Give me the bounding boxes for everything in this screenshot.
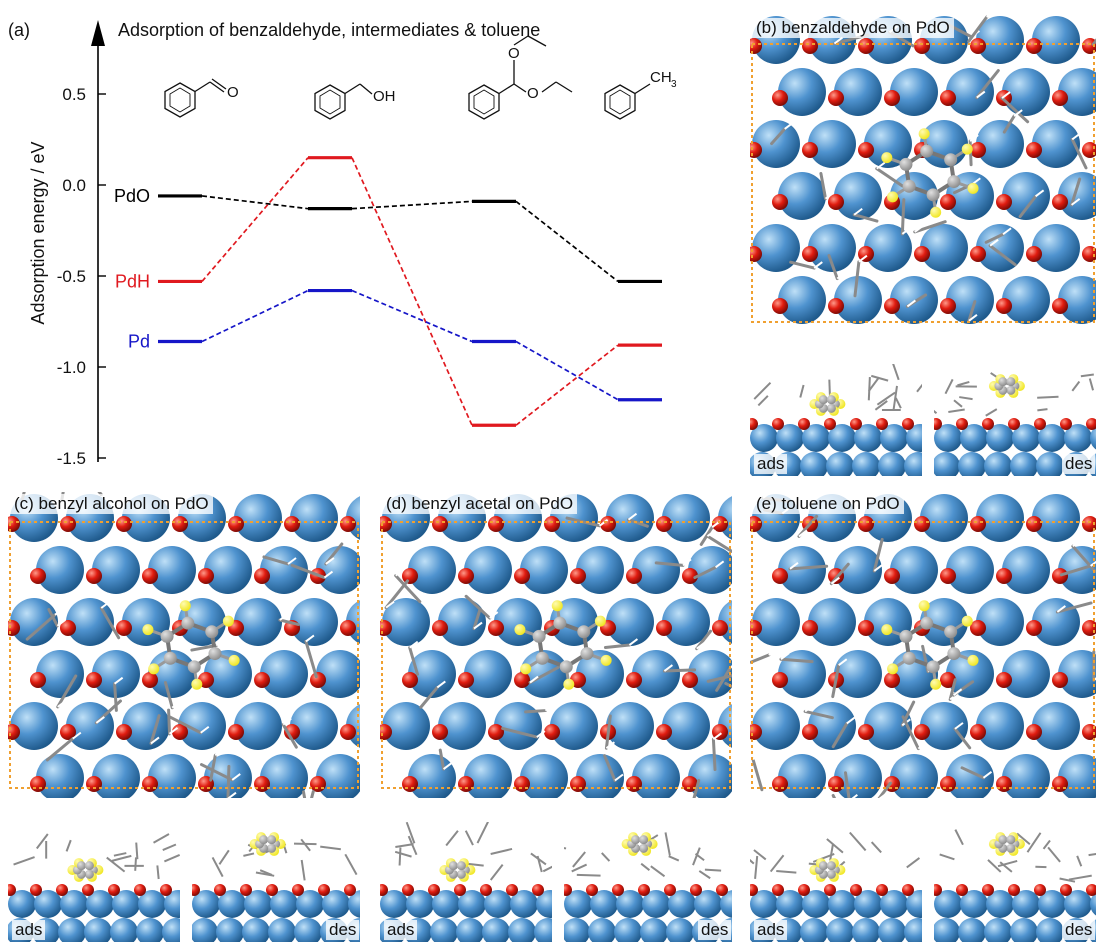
adsorption-energy-chart: (a) Adsorption of benzaldehyde, intermed… [8,20,677,468]
panel-e-top-view [746,491,1099,825]
connector-pdh [201,157,309,283]
panel-d-des-label: des [698,920,732,940]
panel-e-ads-label: ads [754,920,788,940]
panel-d: (d) benzyl acetal on PdO ads des [376,492,766,944]
y-tick-label: -1.5 [57,449,86,468]
connector-pdh [515,344,619,426]
panel-e: (e) toluene on PdO ads des [746,491,1099,944]
connector-pdo [201,195,309,210]
connector-pd [515,340,619,401]
y-axis-label: Adsorption energy / eV [28,141,48,324]
panel-a-label: (a) [8,20,30,40]
benzyl-acetal-o-side-label: O [527,85,539,102]
series-label-pdo: PdO [114,186,150,206]
benzyl-acetal-structure-icon: O O [468,35,573,120]
panel-d-side-view-des [564,832,732,942]
panel-b-label: (b) benzaldehyde on PdO [752,18,954,38]
toluene-ch-label: CH [650,69,672,86]
y-tick-label: 0.0 [62,176,86,195]
series-label-pdh: PdH [115,271,150,291]
series-pd: Pd [128,288,662,402]
y-axis: 0.5 0.0 -0.5 -1.0 -1.5 [57,20,106,468]
panel-a: (a) Adsorption of benzaldehyde, intermed… [0,0,740,475]
y-axis-arrow-icon [91,20,105,46]
benzaldehyde-o-label: O [227,84,239,101]
panel-b: (b) benzaldehyde on PdO ads des [746,10,1099,476]
connector-pd [351,289,473,343]
benzyl-acetal-o-top-label: O [508,45,520,62]
series-pdo: PdO [114,186,662,284]
benzyl-alcohol-structure-icon: OH [314,83,396,120]
chart-title: Adsorption of benzaldehyde, intermediate… [118,20,540,40]
panel-e-side-view-des [934,829,1096,942]
series-layer: PdO PdH Pd [114,156,662,427]
panel-b-ads-label: ads [754,454,788,474]
series-label-pd: Pd [128,332,150,352]
connector-pd [201,289,309,343]
benzyl-alcohol-oh-label: OH [373,88,396,105]
panel-c-ads-label: ads [12,920,46,940]
panel-d-top-view [376,492,766,812]
panel-c-side-view-des [192,832,360,942]
y-tick-label: 0.5 [62,85,86,104]
y-tick-label: -1.0 [57,358,86,377]
series-pdh: PdH [115,156,662,427]
panel-d-label: (d) benzyl acetal on PdO [382,494,578,514]
connector-pdo [515,200,619,283]
benzaldehyde-structure-icon: O [164,78,239,118]
panel-e-des-label: des [1062,920,1096,940]
panel-e-label: (e) toluene on PdO [752,494,904,514]
panel-b-top-view [746,10,1099,332]
y-tick-label: -0.5 [57,267,86,286]
toluene-subscript-label: 3 [671,79,677,90]
toluene-structure-icon: CH 3 [604,69,677,120]
panel-c-label: (c) benzyl alcohol on PdO [10,494,213,514]
panel-b-des-label: des [1062,454,1096,474]
panel-d-ads-label: ads [384,920,418,940]
connector-pdh [351,157,473,426]
connector-pdo [351,200,473,210]
panel-c: (c) benzyl alcohol on PdO ads des [4,456,394,944]
panel-c-top-view [4,456,394,819]
panel-c-des-label: des [326,920,360,940]
